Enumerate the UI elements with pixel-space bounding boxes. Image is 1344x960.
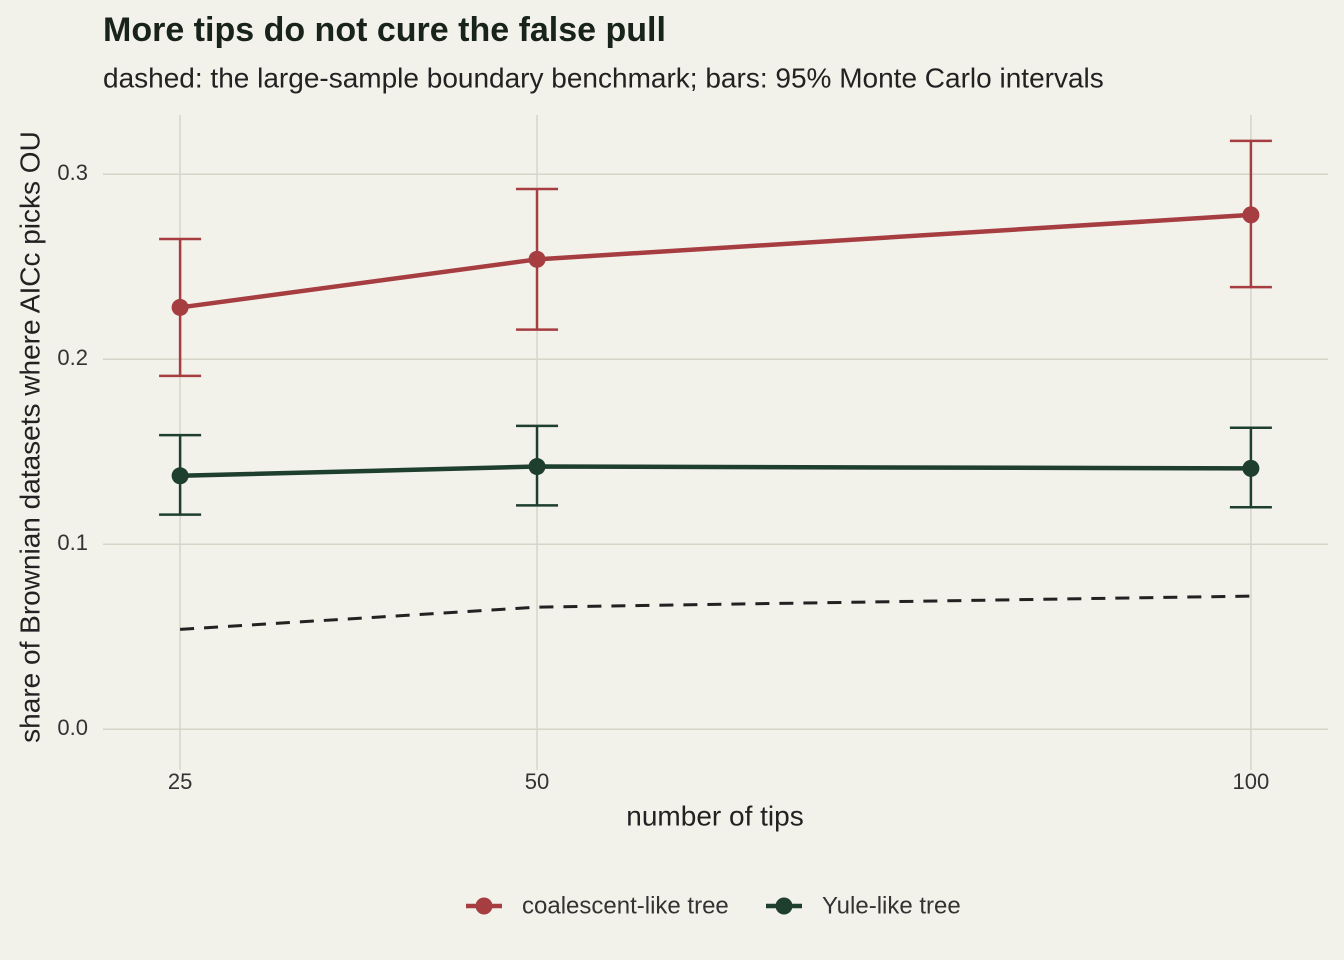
chart-title: More tips do not cure the false pull [103,11,666,49]
x-tick-label: 100 [1233,769,1270,794]
point [171,467,189,485]
point [171,298,189,316]
x-tick-label: 25 [168,769,192,794]
point [1242,459,1260,477]
legend-marker [475,897,493,915]
y-tick-label: 0.1 [57,530,88,555]
legend-label: coalescent-like tree [522,892,729,919]
legend-label: Yule-like tree [822,892,961,919]
x-axis-label: number of tips [626,800,803,831]
legend-marker [775,897,793,915]
point [1242,206,1260,224]
chart-subtitle: dashed: the large-sample boundary benchm… [103,62,1104,93]
x-tick-label: 50 [525,769,549,794]
y-tick-label: 0.3 [57,160,88,185]
y-axis-label: share of Brownian datasets where AICc pi… [14,131,45,743]
y-tick-label: 0.2 [57,345,88,370]
point [528,458,546,476]
point [528,250,546,268]
y-tick-label: 0.0 [57,715,88,740]
